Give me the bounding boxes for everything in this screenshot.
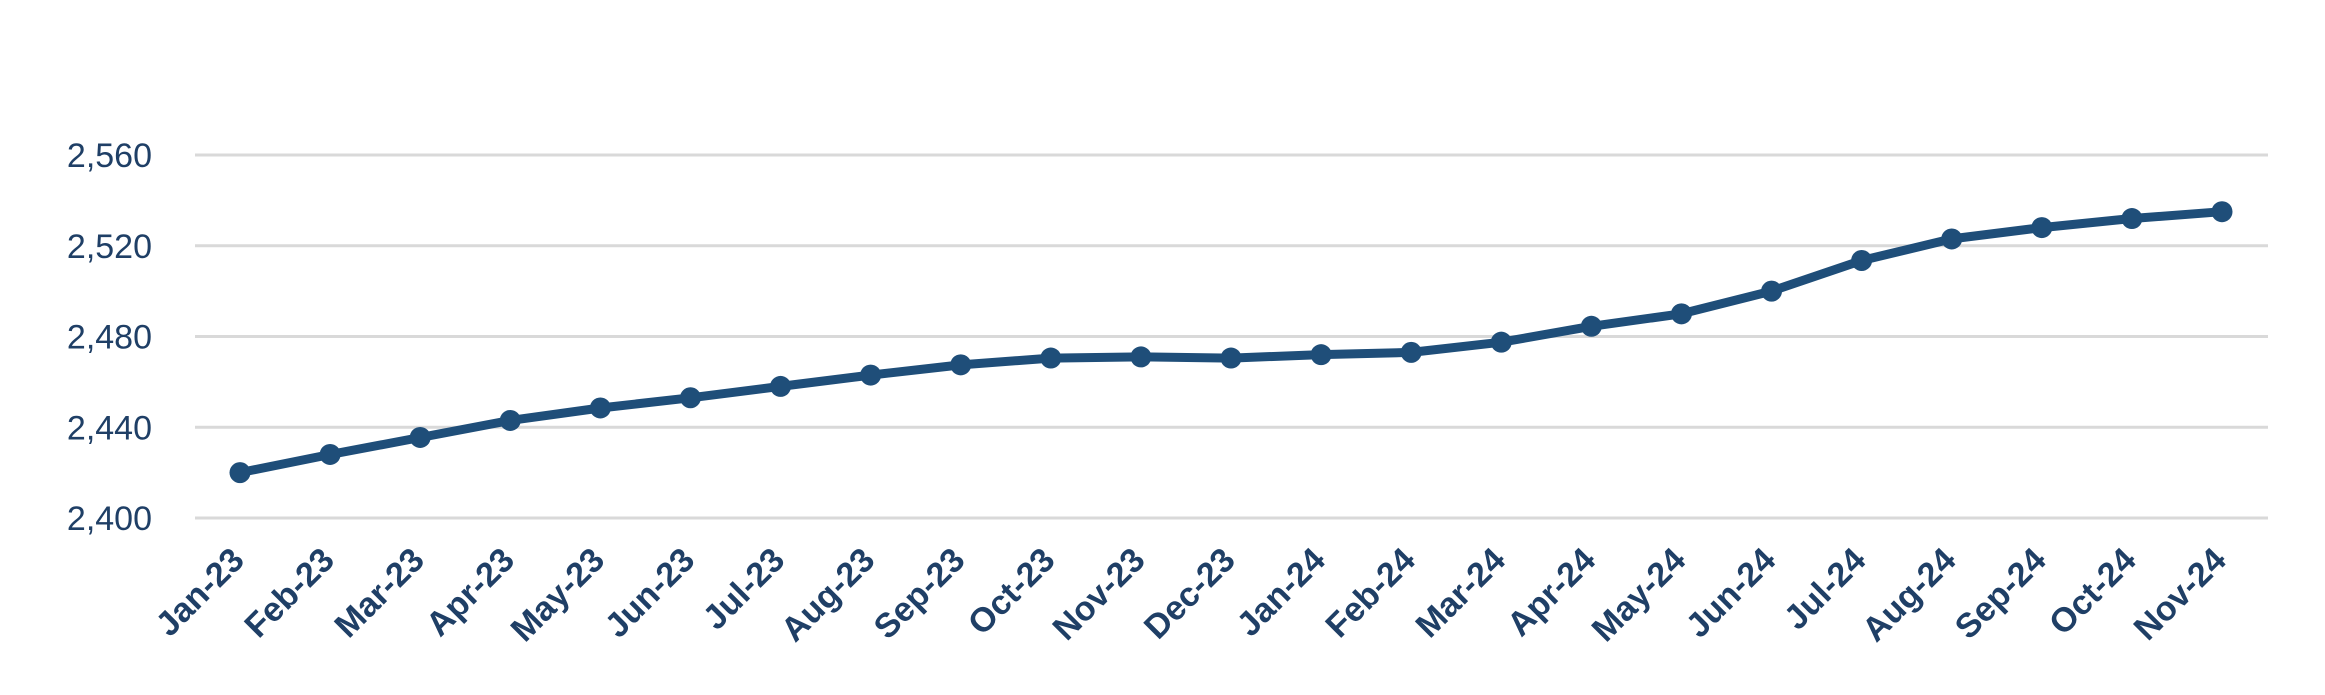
data-point-jun-24 <box>1761 280 1783 302</box>
x-tick-label: Nov-23 <box>1046 541 1153 648</box>
data-point-oct-24 <box>2121 208 2143 230</box>
data-point-apr-23 <box>499 409 521 431</box>
data-point-jun-23 <box>679 387 701 409</box>
data-point-jan-23 <box>229 462 251 484</box>
data-point-dec-23 <box>1220 347 1242 369</box>
x-tick-label: Feb-23 <box>237 541 341 645</box>
data-point-may-23 <box>589 397 611 419</box>
data-point-sep-24 <box>2031 217 2053 239</box>
data-point-sep-23 <box>950 354 972 376</box>
y-tick-label: 2,480 <box>67 319 152 357</box>
data-point-jan-24 <box>1310 344 1332 366</box>
x-tick-label: Apr-23 <box>419 541 522 644</box>
data-point-feb-24 <box>1400 341 1422 363</box>
data-point-nov-24 <box>2211 201 2233 223</box>
data-point-mar-24 <box>1490 331 1512 353</box>
x-tick-label: Nov-24 <box>2127 541 2234 648</box>
x-tick-label: Mar-23 <box>327 541 431 645</box>
x-axis: Jan-23Feb-23Mar-23Apr-23May-23Jun-23Jul-… <box>149 541 2234 649</box>
x-tick-label: Mar-24 <box>1409 541 1513 645</box>
data-point-may-24 <box>1670 303 1692 325</box>
data-point-apr-24 <box>1580 315 1602 337</box>
x-tick-label: Feb-24 <box>1318 541 1422 645</box>
x-tick-label: May-24 <box>1585 541 1693 649</box>
gridlines <box>195 153 2268 520</box>
x-tick-label: Apr-24 <box>1500 541 1603 644</box>
data-point-aug-24 <box>1941 228 1963 250</box>
x-tick-label: Jan-23 <box>149 541 252 644</box>
x-tick-label: Aug-23 <box>774 541 882 649</box>
x-tick-label: Oct-23 <box>961 541 1063 643</box>
x-tick-label: May-23 <box>504 541 612 649</box>
x-tick-label: Sep-24 <box>1948 541 2054 647</box>
y-tick-label: 2,520 <box>67 228 152 266</box>
x-tick-label: Aug-24 <box>1855 541 1963 649</box>
x-tick-label: Jan-24 <box>1230 541 1333 644</box>
y-tick-label: 2,440 <box>67 409 152 447</box>
data-point-feb-23 <box>319 443 341 465</box>
x-tick-label: Sep-23 <box>867 541 973 647</box>
y-tick-label: 2,560 <box>67 137 152 175</box>
series-layer <box>229 201 2233 484</box>
y-axis: 2,400 2,440 2,480 2,520 2,560 <box>67 137 152 538</box>
data-point-mar-23 <box>409 426 431 448</box>
x-tick-label: Jun-24 <box>1679 541 1783 645</box>
x-tick-label: Oct-24 <box>2042 541 2144 643</box>
data-point-oct-23 <box>1040 347 1062 369</box>
data-point-jul-23 <box>770 375 792 397</box>
data-point-aug-23 <box>860 364 882 386</box>
series-line <box>235 207 2227 478</box>
data-point-nov-23 <box>1130 346 1152 368</box>
y-tick-label: 2,400 <box>67 500 152 538</box>
x-tick-label: Dec-23 <box>1137 541 1243 647</box>
x-tick-label: Jun-23 <box>598 541 702 645</box>
data-point-jul-24 <box>1851 249 1873 271</box>
